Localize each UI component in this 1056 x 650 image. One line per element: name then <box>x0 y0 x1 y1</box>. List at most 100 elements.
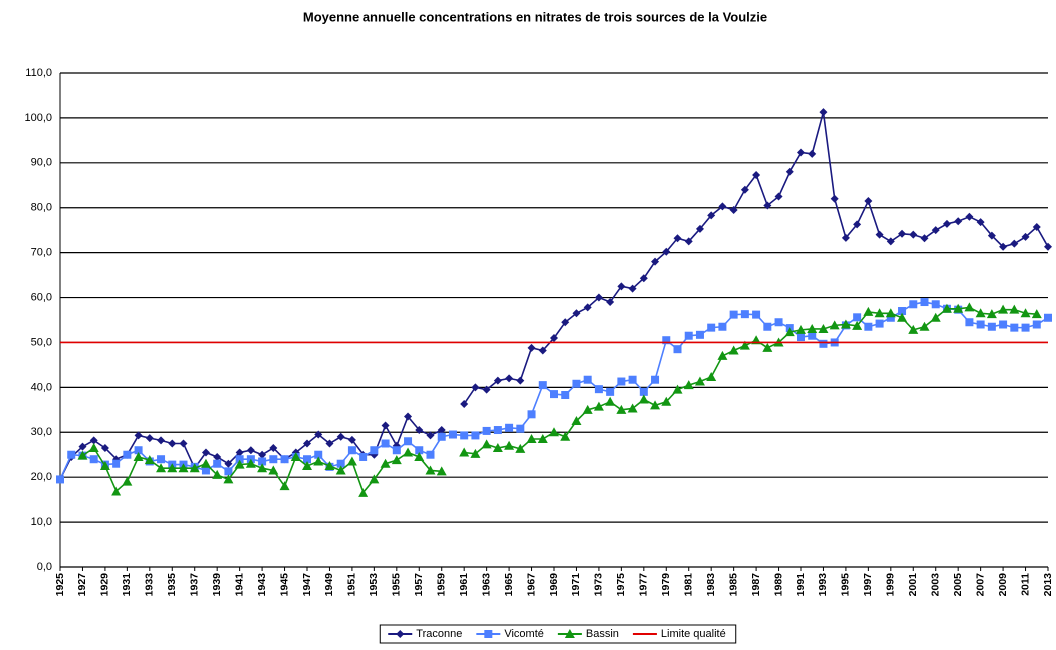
marker <box>1021 232 1030 241</box>
marker <box>144 455 155 465</box>
x-tick-label: 1947 <box>301 573 313 597</box>
marker <box>459 447 470 457</box>
marker <box>942 219 951 228</box>
marker <box>516 424 525 433</box>
y-tick-label: 10,0 <box>31 516 52 528</box>
y-tick-label: 0,0 <box>37 561 52 573</box>
marker <box>224 467 233 476</box>
marker <box>572 379 581 388</box>
marker <box>1020 308 1031 318</box>
marker <box>550 390 558 399</box>
marker <box>347 435 356 444</box>
marker <box>998 304 1009 314</box>
marker <box>280 455 289 464</box>
marker <box>639 387 648 396</box>
marker <box>651 375 660 384</box>
marker <box>493 426 502 435</box>
marker <box>639 274 648 283</box>
marker <box>223 474 234 484</box>
marker <box>920 234 929 243</box>
legend-label: Limite qualité <box>661 628 726 640</box>
marker <box>627 403 638 413</box>
marker <box>89 455 98 464</box>
marker <box>919 321 930 331</box>
marker <box>684 237 693 246</box>
x-tick-label: 1989 <box>772 573 784 597</box>
marker <box>874 308 885 318</box>
x-tick-label: 2013 <box>1042 573 1054 597</box>
marker <box>651 257 660 266</box>
marker <box>976 218 985 227</box>
x-tick-label: 1973 <box>593 573 605 597</box>
x-tick-label: 1997 <box>862 573 874 597</box>
marker <box>999 242 1008 251</box>
marker <box>201 466 210 475</box>
marker <box>583 375 592 384</box>
marker <box>752 310 761 319</box>
marker <box>564 629 575 638</box>
marker <box>112 459 121 468</box>
x-tick-label: 1979 <box>660 573 672 597</box>
marker <box>628 284 637 293</box>
marker <box>99 460 110 470</box>
marker <box>359 452 368 461</box>
marker <box>965 212 974 221</box>
marker <box>729 205 738 214</box>
marker <box>224 459 233 468</box>
marker <box>67 450 76 459</box>
marker <box>763 201 772 210</box>
marker <box>347 446 356 455</box>
marker <box>313 456 324 466</box>
marker <box>527 343 536 352</box>
marker <box>78 442 87 451</box>
marker <box>268 465 279 475</box>
marker <box>886 237 895 246</box>
marker <box>168 439 177 448</box>
marker <box>583 303 592 312</box>
marker <box>571 416 582 426</box>
marker <box>346 456 357 466</box>
x-tick-label: 1975 <box>615 573 627 597</box>
marker <box>728 345 739 355</box>
y-tick-label: 60,0 <box>31 291 52 303</box>
marker <box>493 376 502 385</box>
x-tick-label: 2007 <box>974 573 986 597</box>
marker <box>414 451 425 461</box>
marker <box>157 455 166 464</box>
marker <box>134 431 143 440</box>
marker <box>134 446 143 455</box>
x-tick-label: 2009 <box>997 573 1009 597</box>
x-tick-label: 2005 <box>952 573 964 597</box>
marker <box>325 439 334 448</box>
x-tick-label: 1945 <box>278 573 290 597</box>
x-tick-label: 1955 <box>391 573 403 597</box>
marker <box>740 310 749 319</box>
x-tick-label: 1977 <box>638 573 650 597</box>
marker <box>1010 323 1019 332</box>
x-tick-label: 1931 <box>121 573 133 597</box>
marker <box>650 400 661 410</box>
marker <box>246 446 255 455</box>
marker <box>258 450 267 459</box>
marker <box>492 442 503 452</box>
marker <box>100 443 109 452</box>
marker <box>875 319 884 328</box>
marker <box>695 330 704 339</box>
marker <box>538 381 547 390</box>
marker <box>807 323 818 333</box>
y-tick-label: 30,0 <box>31 426 52 438</box>
marker <box>897 312 908 322</box>
marker <box>235 455 244 464</box>
marker <box>683 380 694 390</box>
marker <box>886 313 895 322</box>
marker <box>740 185 749 194</box>
marker <box>516 376 525 385</box>
marker <box>157 436 166 445</box>
marker <box>695 224 704 233</box>
marker <box>167 463 178 473</box>
legend-item: Vicomté <box>476 628 544 640</box>
marker <box>739 340 750 350</box>
marker <box>482 426 491 435</box>
marker <box>269 443 278 452</box>
marker <box>954 217 963 226</box>
